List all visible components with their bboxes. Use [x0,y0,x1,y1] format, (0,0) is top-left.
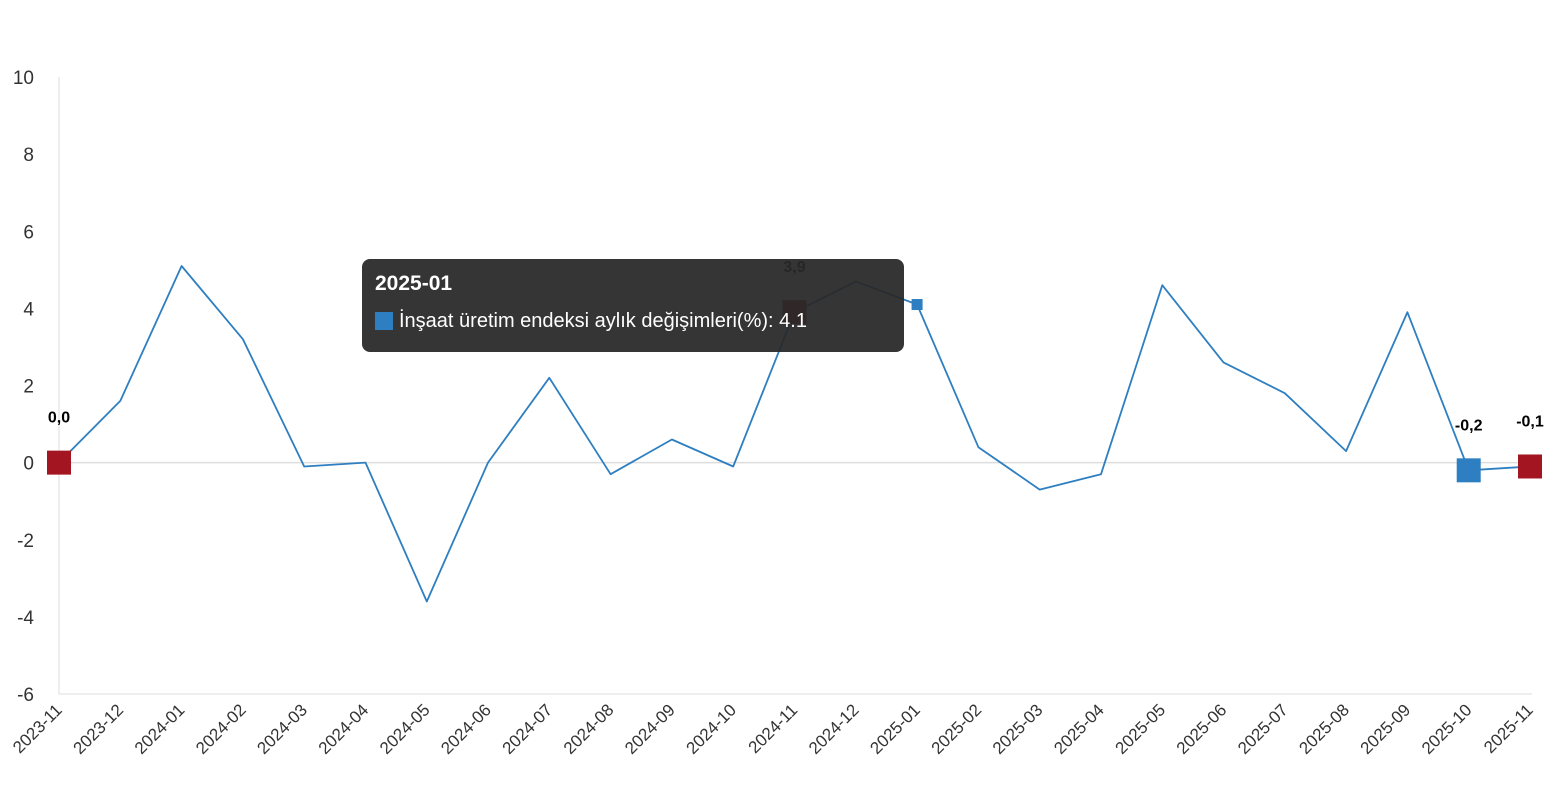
highlight-marker [1518,454,1542,479]
x-tick-label: 2024-12 [805,700,863,758]
y-tick-label: -4 [17,608,34,629]
x-tick-label: 2025-01 [866,700,924,758]
x-tick-label: 2025-10 [1418,700,1476,758]
highlight-marker [47,450,71,475]
x-tick-label: 2024-04 [315,700,373,758]
y-tick-label: 0 [23,454,34,475]
x-tick-label: 2025-11 [1480,700,1537,757]
series-swatch-icon [375,312,393,330]
x-tick-label: 2025-07 [1234,700,1292,758]
x-tick-label: 2024-01 [131,700,189,758]
x-tick-label: 2024-02 [192,700,250,758]
x-tick-label: 2025-02 [928,700,986,758]
x-tick-label: 2024-07 [499,700,557,758]
data-label: 0,0 [48,410,70,427]
y-tick-label: -2 [17,531,34,552]
x-tick-label: 2025-09 [1357,700,1415,758]
y-tick-label: -6 [17,685,34,706]
x-tick-label: 2024-03 [253,700,311,758]
data-label: -0,1 [1516,413,1544,430]
y-tick-label: 4 [23,299,34,320]
x-tick-label: 2023-12 [70,700,128,758]
tooltip-title: 2025-01 [375,272,453,295]
x-tick-label: 2024-11 [745,700,802,757]
x-tick-label: 2024-05 [376,700,434,758]
tooltip: 2025-01 İnşaat üretim endeksi aylık deği… [362,259,904,352]
x-tick-label: 2024-09 [621,700,679,758]
y-tick-label: 2 [23,377,34,398]
x-tick-label: 2024-06 [437,700,495,758]
x-tick-label: 2025-03 [989,700,1047,758]
x-tick-label: 2024-08 [560,700,618,758]
y-tick-label: 10 [13,68,34,89]
tooltip-label: İnşaat üretim endeksi aylık değişimleri(… [399,310,807,332]
y-tick-label: 8 [23,145,34,166]
hovered-point-marker [911,299,923,311]
data-label: -0,2 [1455,417,1483,434]
y-tick-label: 6 [23,222,34,243]
tooltip-row: İnşaat üretim endeksi aylık değişimleri(… [375,309,891,333]
x-tick-label: 2024-10 [682,700,740,758]
x-tick-label: 2023-11 [9,700,66,757]
highlight-marker [1456,458,1481,483]
x-tick-label: 2025-08 [1295,700,1353,758]
x-tick-label: 2025-05 [1112,700,1170,758]
x-tick-label: 2025-06 [1173,700,1231,758]
x-tick-label: 2025-04 [1050,700,1108,758]
